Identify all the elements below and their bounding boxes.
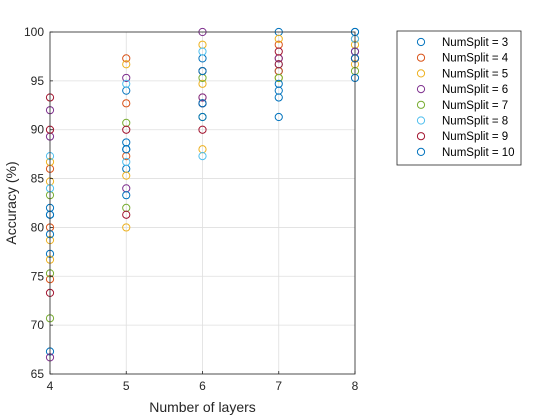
data-point: [198, 47, 207, 56]
data-point: [122, 191, 131, 200]
y-tick-label: 65: [31, 367, 45, 381]
axis-ticks: 4 5 6 7 8 65 70 75 80 85 90 95 100: [24, 25, 359, 393]
y-tick-label: 75: [31, 269, 45, 283]
data-point: [198, 99, 207, 108]
legend-entry: NumSplit = 9: [442, 131, 508, 143]
data-point: [198, 125, 207, 134]
legend-entry: NumSplit = 5: [442, 68, 508, 80]
legend-marker: [416, 132, 426, 141]
data-point: [198, 66, 207, 76]
legend-marker: [416, 116, 426, 125]
data-point: [198, 93, 207, 102]
data-point: [122, 157, 131, 167]
data-point: [122, 125, 131, 134]
data-point: [198, 151, 207, 161]
y-tick-label: 90: [31, 123, 45, 137]
data-point: [274, 34, 283, 43]
x-tick-label: 8: [352, 379, 359, 393]
y-axis-label: Accuracy (%): [3, 161, 19, 244]
y-tick-label: 100: [24, 25, 44, 39]
x-tick-label: 6: [199, 379, 206, 393]
x-tick-label: 7: [275, 379, 282, 393]
data-point: [122, 54, 131, 63]
data-point: [274, 79, 283, 88]
y-tick-label: 70: [31, 318, 45, 332]
legend-marker: [416, 100, 426, 109]
data-point: [122, 99, 131, 108]
grid-lines: [49, 31, 356, 375]
legend: NumSplit = 3 NumSplit = 4 NumSplit = 5 NumS…: [396, 30, 522, 166]
y-tick-label: 85: [31, 172, 45, 186]
y-tick-label: 95: [31, 74, 45, 88]
legend-marker: [416, 147, 426, 156]
data-point: [198, 112, 207, 122]
x-tick-label: 4: [47, 379, 54, 393]
data-point: [274, 47, 283, 56]
legend-marker: [416, 53, 426, 62]
legend-box: [396, 30, 522, 166]
legend-entry: NumSplit = 10: [442, 147, 515, 159]
data-point: [122, 60, 131, 69]
legend-marker: [416, 37, 426, 47]
data-point: [274, 93, 283, 102]
y-tick-label: 80: [31, 220, 45, 234]
data-point: [122, 223, 131, 232]
legend-marker: [416, 69, 426, 78]
x-axis-label: Number of layers: [149, 399, 256, 415]
legend-entry: NumSplit = 4: [442, 53, 509, 65]
data-point: [122, 145, 131, 154]
data-point: [274, 60, 283, 69]
data-point: [198, 79, 207, 88]
x-tick-label: 5: [123, 379, 130, 393]
legend-entry: NumSplit = 6: [442, 84, 508, 96]
data-point: [122, 73, 131, 83]
data-point: [274, 73, 283, 83]
legend-marker: [416, 85, 426, 94]
legend-entry: NumSplit = 3: [442, 37, 508, 49]
data-point: [122, 171, 131, 180]
data-point: [274, 112, 283, 122]
legend-entry: NumSplit = 8: [442, 116, 508, 128]
data-point: [122, 79, 131, 88]
legend-entry: NumSplit = 7: [442, 100, 508, 112]
data-point: [122, 210, 131, 219]
